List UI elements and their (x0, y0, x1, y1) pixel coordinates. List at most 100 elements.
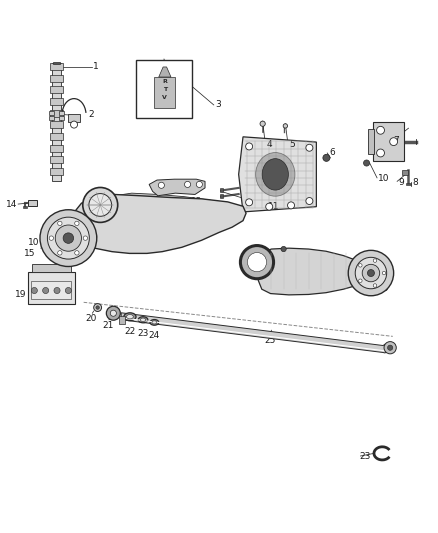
Bar (50, 98, 63, 105)
Circle shape (55, 225, 81, 251)
Circle shape (83, 236, 88, 240)
Circle shape (75, 251, 79, 255)
Bar (53, 62, 60, 64)
Circle shape (58, 221, 62, 225)
Circle shape (373, 259, 377, 262)
Circle shape (373, 284, 377, 287)
Bar (31, 281, 71, 299)
Circle shape (40, 210, 97, 266)
Circle shape (246, 199, 253, 206)
Text: 11: 11 (268, 202, 279, 211)
Bar (119, 316, 125, 324)
Text: V: V (162, 94, 167, 100)
Text: R: R (162, 79, 167, 84)
Circle shape (355, 257, 387, 289)
Circle shape (47, 217, 89, 259)
Bar (32, 264, 71, 272)
Text: 2: 2 (88, 110, 94, 119)
Circle shape (110, 310, 117, 316)
Circle shape (348, 251, 394, 296)
Text: 5: 5 (290, 140, 296, 149)
Text: T: T (163, 87, 167, 92)
Text: 22: 22 (124, 327, 135, 336)
Text: 23: 23 (138, 329, 149, 338)
Bar (368, 129, 374, 154)
Ellipse shape (127, 314, 133, 319)
Polygon shape (149, 179, 205, 196)
Bar (50, 63, 63, 70)
Text: 10: 10 (378, 174, 389, 183)
Circle shape (89, 193, 112, 216)
Bar (220, 195, 223, 198)
Ellipse shape (150, 320, 159, 325)
Circle shape (158, 182, 164, 188)
Circle shape (367, 270, 374, 277)
Circle shape (49, 236, 53, 240)
Bar (22, 206, 27, 208)
Bar (28, 200, 37, 206)
Bar (154, 77, 175, 108)
Circle shape (377, 126, 385, 134)
Bar (68, 114, 80, 122)
Text: 7: 7 (394, 136, 399, 146)
Circle shape (83, 188, 118, 222)
Circle shape (306, 144, 313, 151)
Text: 14: 14 (5, 200, 17, 209)
Polygon shape (121, 313, 390, 353)
Circle shape (31, 287, 37, 294)
Circle shape (75, 221, 79, 225)
Ellipse shape (138, 317, 148, 323)
Circle shape (54, 287, 60, 294)
Circle shape (58, 251, 62, 255)
Bar (50, 86, 63, 93)
Text: 12: 12 (191, 197, 202, 206)
Polygon shape (68, 195, 246, 253)
Circle shape (377, 149, 385, 157)
Text: 20: 20 (86, 314, 97, 323)
Text: 8: 8 (412, 178, 418, 187)
Circle shape (247, 253, 267, 272)
Text: 25: 25 (264, 336, 276, 345)
Polygon shape (159, 67, 171, 77)
Bar (402, 171, 408, 175)
Text: 13: 13 (86, 197, 98, 206)
Bar (50, 144, 63, 151)
Circle shape (240, 246, 274, 279)
Circle shape (88, 232, 97, 241)
Circle shape (71, 121, 78, 128)
Text: 24: 24 (149, 331, 160, 340)
Bar (52, 62, 61, 181)
Circle shape (390, 138, 398, 146)
Text: 23: 23 (360, 452, 371, 461)
Bar (50, 110, 63, 117)
Circle shape (184, 181, 191, 188)
Circle shape (288, 202, 294, 209)
Bar (59, 116, 64, 120)
Circle shape (359, 279, 362, 282)
Bar (50, 168, 63, 175)
Text: 4: 4 (267, 140, 272, 149)
Ellipse shape (152, 321, 157, 324)
Circle shape (388, 345, 393, 350)
Circle shape (266, 203, 273, 210)
Ellipse shape (124, 313, 136, 321)
Circle shape (323, 155, 330, 161)
Circle shape (364, 160, 370, 166)
Text: 17: 17 (314, 285, 326, 294)
Circle shape (94, 304, 102, 311)
Text: 1: 1 (93, 62, 99, 71)
Circle shape (42, 287, 49, 294)
Bar (136, 60, 192, 118)
Ellipse shape (256, 152, 295, 196)
Text: 18: 18 (288, 282, 300, 292)
Circle shape (384, 342, 396, 354)
Circle shape (362, 264, 380, 282)
Text: 9: 9 (398, 177, 404, 187)
Bar (50, 75, 63, 82)
Bar (220, 188, 223, 192)
Bar (49, 116, 54, 120)
Ellipse shape (141, 318, 146, 321)
Text: 15: 15 (378, 284, 389, 293)
Text: 3: 3 (215, 100, 221, 109)
Circle shape (106, 306, 120, 320)
